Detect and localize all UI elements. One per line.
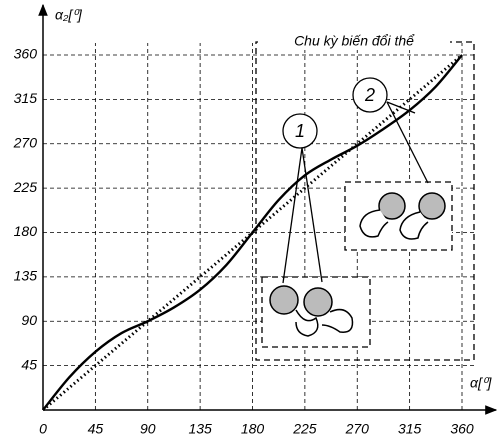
x-tick-label: 135 (188, 421, 212, 437)
y-tick-label: 45 (21, 356, 37, 372)
x-tick-label: 225 (292, 421, 317, 437)
y-tick-label: 90 (21, 312, 37, 328)
y-tick-label: 180 (14, 223, 38, 239)
label-bg (258, 34, 450, 50)
x-tick-label: 0 (39, 421, 47, 437)
cycle-box (255, 41, 475, 361)
x-tick-label: 315 (398, 421, 422, 437)
x-tick-label: 360 (450, 421, 474, 437)
y-tick-label: 135 (14, 268, 38, 284)
curve-label: 2 (364, 85, 375, 105)
y-axis-label: α₂[⁰] (55, 7, 83, 23)
line-series (42, 53, 463, 412)
annotation: Chu kỳ biến đổi thể (294, 33, 415, 49)
curve-label: 1 (295, 121, 305, 141)
curve-label-circle (282, 113, 318, 149)
x-tick-label: 45 (88, 421, 104, 437)
mechanism-1 (269, 285, 354, 337)
y-tick-label: 270 (13, 134, 38, 150)
x-axis-label: α[⁰] (470, 375, 492, 391)
y-tick-label: 315 (14, 90, 38, 106)
y-tick-label: 225 (13, 179, 38, 195)
x-tick-label: 180 (241, 421, 265, 437)
y-tick-label: 360 (14, 46, 38, 62)
mechanism-2 (359, 192, 446, 240)
curve-label-circle (352, 77, 388, 113)
x-tick-label: 90 (140, 421, 156, 437)
x-tick-label: 270 (345, 421, 370, 437)
curves (42, 53, 463, 412)
